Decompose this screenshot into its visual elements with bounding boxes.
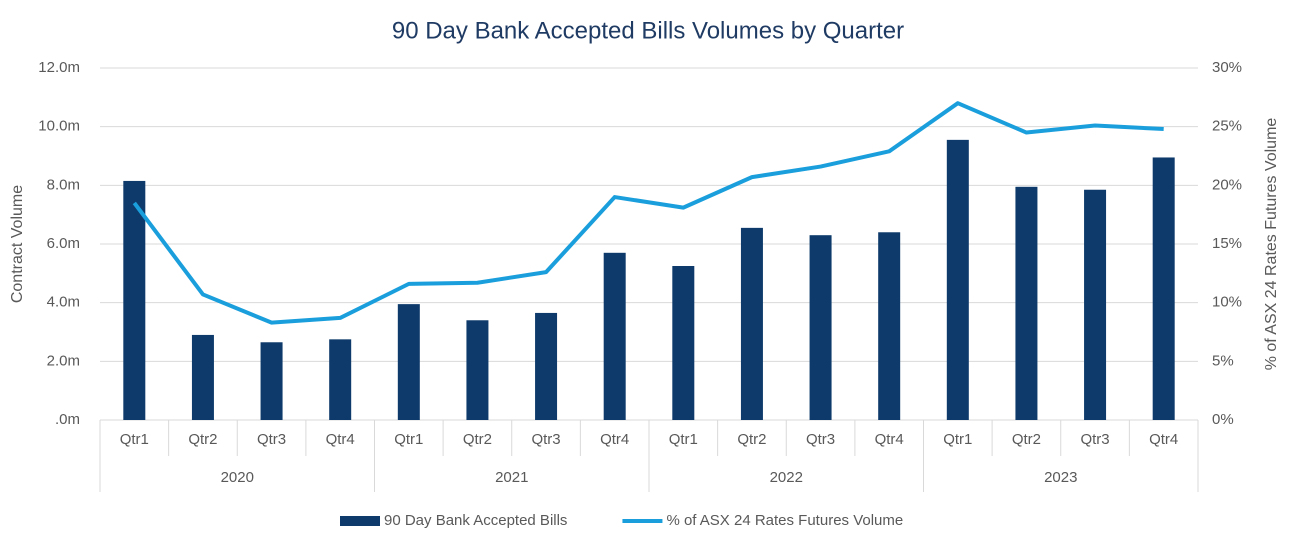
y2-tick-label: 0%	[1212, 411, 1234, 428]
bar	[672, 266, 695, 420]
x-tick-label: Qtr2	[737, 431, 766, 448]
line	[132, 101, 1164, 325]
bar	[1152, 157, 1175, 420]
x-tick-label: Qtr3	[806, 431, 835, 448]
x-tick-label: Qtr2	[1012, 431, 1041, 448]
y2-tick-label: 30%	[1212, 59, 1242, 76]
legend-label: 90 Day Bank Accepted Bills	[384, 512, 567, 529]
x-tick-label: Qtr4	[1149, 431, 1178, 448]
x-tick-label: Qtr1	[669, 431, 698, 448]
bar	[260, 342, 283, 420]
y-tick-label: 2.0m	[47, 352, 80, 369]
bar	[809, 235, 832, 420]
x-tick-label: Qtr1	[943, 431, 972, 448]
y2-tick-label: 5%	[1212, 352, 1234, 369]
y2-tick-label: 15%	[1212, 235, 1242, 252]
bar	[191, 334, 214, 420]
chart-title: 90 Day Bank Accepted Bills Volumes by Qu…	[392, 17, 904, 44]
legend-swatch	[340, 516, 380, 526]
y2-tick-label: 10%	[1212, 294, 1242, 311]
x-tick-label: Qtr3	[531, 431, 560, 448]
y-axis-label: Contract Volume	[9, 185, 26, 303]
x-tick-label: Qtr3	[1080, 431, 1109, 448]
x-tick-label: Qtr4	[326, 431, 355, 448]
x-tick-label: Qtr1	[394, 431, 423, 448]
y-tick-label: 10.0m	[38, 118, 80, 135]
x-tick-label: Qtr4	[600, 431, 629, 448]
bar	[1084, 189, 1107, 420]
y-tick-label: 12.0m	[38, 59, 80, 76]
x-tick-label: Qtr2	[188, 431, 217, 448]
bar	[329, 339, 352, 420]
bar	[603, 252, 626, 420]
y-tick-label: 8.0m	[47, 176, 80, 193]
bar	[1015, 186, 1038, 420]
x-tick-label: Qtr4	[875, 431, 904, 448]
x-group-label: 2021	[495, 469, 528, 486]
x-group-label: 2022	[770, 469, 803, 486]
legend-label: % of ASX 24 Rates Futures Volume	[666, 512, 903, 529]
bar	[123, 180, 146, 420]
bar	[946, 139, 969, 420]
x-group-label: 2020	[221, 469, 254, 486]
y-tick-label: 6.0m	[47, 235, 80, 252]
bar	[740, 227, 763, 420]
bar	[535, 312, 558, 420]
y2-axis-label: % of ASX 24 Rates Futures Volume	[1263, 118, 1280, 371]
y2-tick-label: 20%	[1212, 176, 1242, 193]
y-tick-label: .0m	[55, 411, 80, 428]
x-tick-label: Qtr1	[120, 431, 149, 448]
bar	[878, 232, 901, 420]
x-tick-label: Qtr2	[463, 431, 492, 448]
x-group-label: 2023	[1044, 469, 1077, 486]
bar	[397, 304, 420, 420]
bar	[466, 320, 489, 420]
y-tick-label: 4.0m	[47, 294, 80, 311]
y2-tick-label: 25%	[1212, 118, 1242, 135]
x-tick-label: Qtr3	[257, 431, 286, 448]
